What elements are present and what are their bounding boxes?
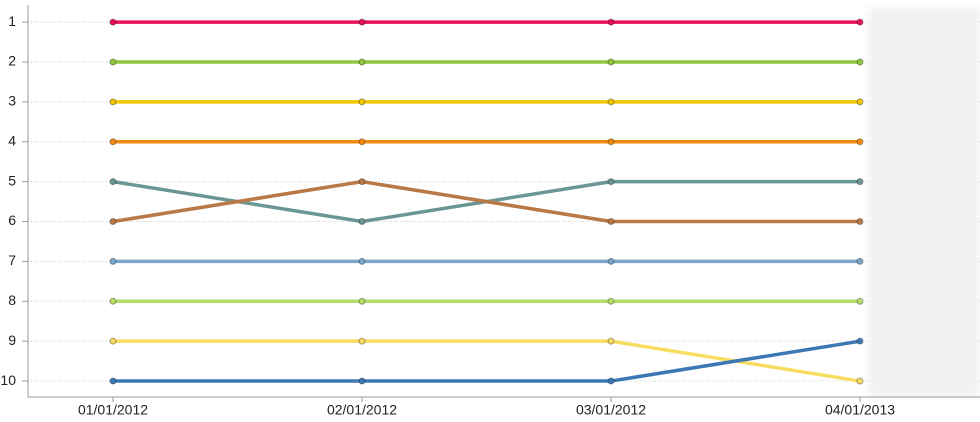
x-tick-label: 02/01/2012 <box>327 402 397 418</box>
point <box>607 178 615 186</box>
point <box>607 58 615 66</box>
point <box>358 297 366 305</box>
y-tick-label: 6 <box>8 212 16 228</box>
y-tick-label: 3 <box>8 93 16 109</box>
x-tick-label: 01/01/2012 <box>78 402 148 418</box>
blurred-labels <box>868 8 980 396</box>
point <box>856 58 864 66</box>
series-line <box>113 339 861 383</box>
point <box>856 98 864 106</box>
point <box>358 138 366 146</box>
point <box>109 257 117 265</box>
point <box>607 218 615 226</box>
point <box>607 377 615 385</box>
y-tick-label: 8 <box>8 292 16 308</box>
x-tick-label: 03/01/2012 <box>576 402 646 418</box>
point <box>358 337 366 345</box>
x-tick-label: 04/01/2013 <box>825 402 895 418</box>
series-line <box>113 339 861 383</box>
point <box>856 178 864 186</box>
point <box>856 337 864 345</box>
grid <box>28 21 980 382</box>
point <box>856 18 864 26</box>
plot <box>109 18 864 385</box>
point <box>607 138 615 146</box>
point <box>358 218 366 226</box>
point <box>358 257 366 265</box>
point <box>109 58 117 66</box>
y-tick-label: 9 <box>8 332 16 348</box>
point <box>358 58 366 66</box>
point <box>607 257 615 265</box>
y-tick-label: 4 <box>8 132 16 148</box>
point <box>607 18 615 26</box>
point <box>607 297 615 305</box>
point <box>358 377 366 385</box>
point <box>358 98 366 106</box>
point <box>109 377 117 385</box>
point <box>109 98 117 106</box>
point <box>358 178 366 186</box>
point <box>607 98 615 106</box>
series-line <box>112 179 860 224</box>
point <box>109 218 117 226</box>
point <box>607 337 615 345</box>
y-tick-label: 10 <box>0 372 16 388</box>
point <box>109 138 117 146</box>
y-tick-label: 7 <box>8 252 16 268</box>
y-tick-label: 2 <box>8 53 16 69</box>
point <box>109 178 117 186</box>
y-tick-label: 5 <box>8 172 16 188</box>
point <box>856 138 864 146</box>
point <box>358 18 366 26</box>
point <box>856 218 864 226</box>
point <box>109 337 117 345</box>
point <box>109 18 117 26</box>
point <box>856 257 864 265</box>
point <box>856 297 864 305</box>
point <box>856 377 864 385</box>
point <box>109 297 117 305</box>
y-tick-label: 1 <box>8 13 16 29</box>
